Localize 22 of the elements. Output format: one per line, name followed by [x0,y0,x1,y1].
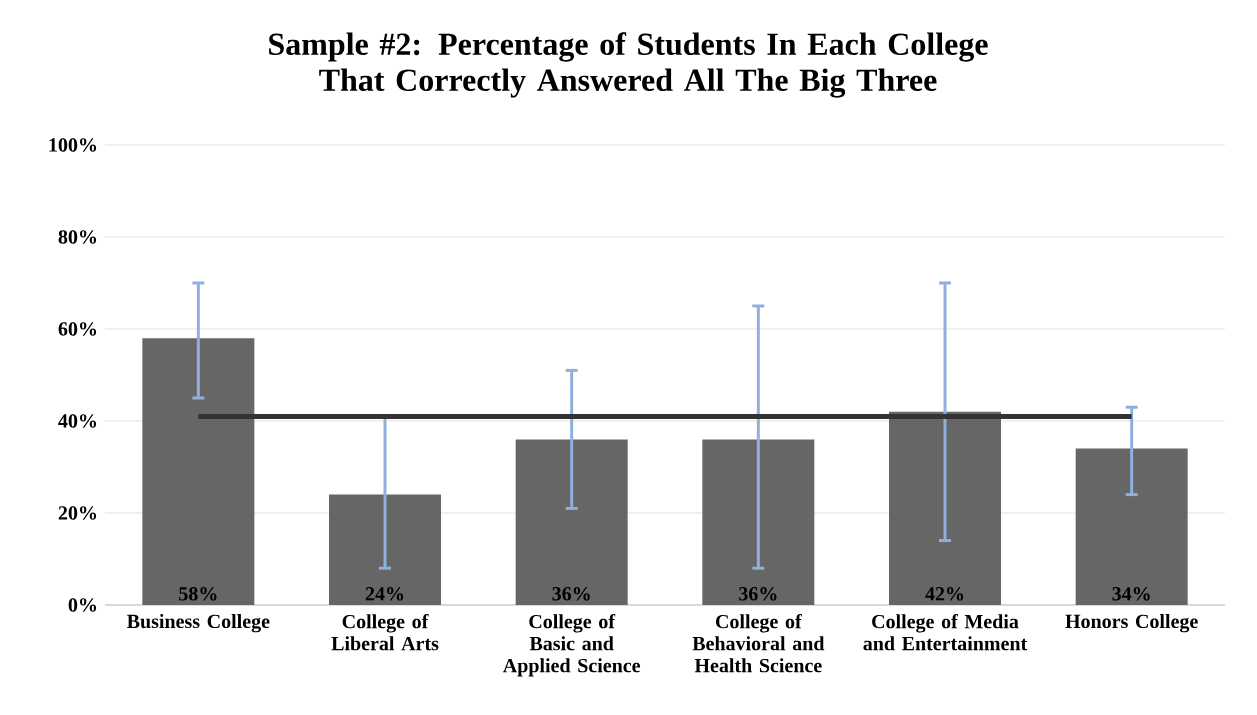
x-tick-label: College of Behavioral and Health Science [692,614,825,673]
y-tick-label: 60% [58,322,97,336]
x-tick-label: Honors College [1065,614,1198,633]
y-tick-label: 100% [49,138,97,152]
data-label: 34% [1112,587,1150,601]
data-label: 36% [739,587,777,601]
x-tick-label: College of Media and Entertainment [863,614,1028,651]
x-tick-label: Business College [127,614,270,633]
data-label: 36% [552,587,590,601]
chart-title: Sample #2: Percentage of Students In Each College That Correctly Answered All The Big Three [269,32,988,98]
y-tick-label: 0% [68,598,97,612]
data-label: 58% [179,587,217,601]
y-tick-label: 40% [58,414,97,428]
bar [1075,448,1188,605]
data-label: 42% [925,587,964,601]
x-tick-label: College of Basic and Applied Science [502,614,641,677]
x-tick-label: College of Liberal Arts [331,614,439,651]
bar [142,338,255,605]
y-tick-label: 20% [58,506,97,520]
data-label: 24% [365,587,404,601]
bar [515,439,628,605]
y-tick-label: 80% [58,230,97,244]
